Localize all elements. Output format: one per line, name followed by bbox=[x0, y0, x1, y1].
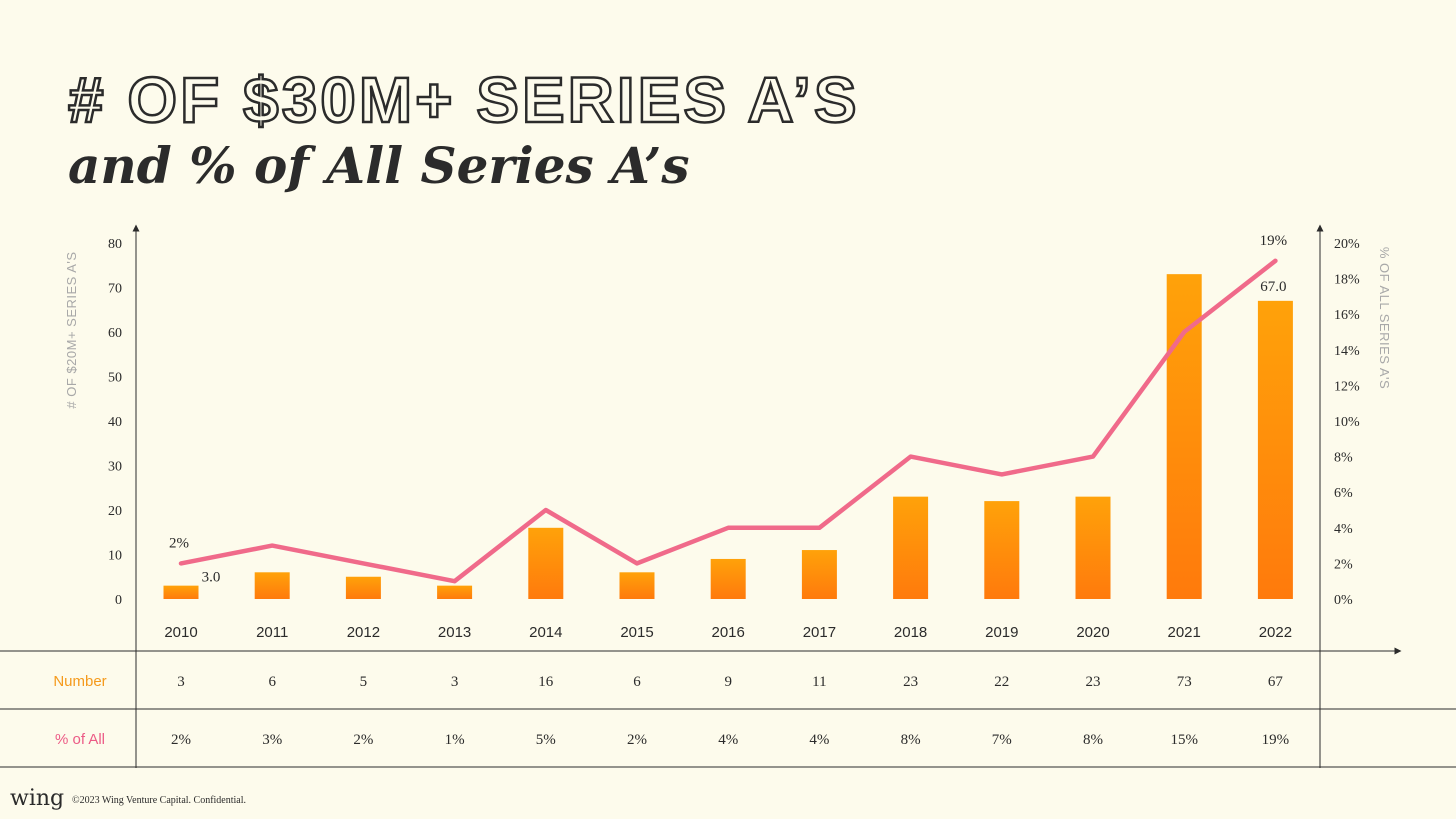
table-cell: 67 bbox=[1268, 674, 1284, 690]
chart-subtitle: and % of All Series A’s bbox=[68, 136, 690, 195]
y-axis-title-left: # OF $20M+ SERIES A'S bbox=[64, 251, 79, 408]
y-tick-label-right: 16% bbox=[1334, 308, 1360, 323]
table-cell: 5% bbox=[536, 732, 556, 748]
table-cell: 3 bbox=[451, 674, 459, 690]
y-tick-label-right: 20% bbox=[1334, 237, 1360, 252]
bar bbox=[163, 585, 199, 599]
table-cell: 6 bbox=[633, 674, 641, 690]
table-cell: 4% bbox=[809, 732, 829, 748]
x-tick-label: 2020 bbox=[1076, 624, 1109, 641]
bar bbox=[345, 576, 381, 599]
y-tick-label: 40 bbox=[108, 415, 122, 430]
table-cell: 23 bbox=[1086, 674, 1101, 690]
data-label: 67.0 bbox=[1260, 279, 1286, 295]
y-tick-label-right: 6% bbox=[1334, 486, 1353, 501]
bar bbox=[1166, 274, 1202, 599]
pct-line bbox=[178, 258, 1278, 584]
y-tick-label: 60 bbox=[108, 326, 122, 341]
y-tick-label-right: 8% bbox=[1334, 451, 1353, 466]
y-tick-label: 10 bbox=[108, 549, 122, 564]
table-cell: 22 bbox=[994, 674, 1009, 690]
bar bbox=[801, 550, 837, 599]
y-axis-title-right: % OF ALL SERIES A'S bbox=[1377, 247, 1392, 389]
x-tick-label: 2022 bbox=[1259, 624, 1292, 641]
bar bbox=[1257, 300, 1293, 599]
x-tick-label: 2011 bbox=[256, 624, 288, 641]
table-row-label: Number bbox=[53, 673, 106, 690]
y-tick-label: 20 bbox=[108, 504, 122, 519]
bar bbox=[619, 572, 655, 599]
table-cell: 23 bbox=[903, 674, 918, 690]
x-tick-label: 2014 bbox=[529, 624, 562, 641]
x-tick-label: 2021 bbox=[1168, 624, 1201, 641]
table-cell: 11 bbox=[812, 674, 826, 690]
table-cell: 8% bbox=[901, 732, 921, 748]
y-tick-label: 0 bbox=[115, 593, 122, 608]
x-tick-label: 2016 bbox=[712, 624, 745, 641]
x-tick-label: 2012 bbox=[347, 624, 380, 641]
table-cell: 6 bbox=[268, 674, 276, 690]
bar bbox=[437, 585, 473, 599]
table-cell: 2% bbox=[627, 732, 647, 748]
x-tick-label: 2013 bbox=[438, 624, 471, 641]
copyright-note: ©2023 Wing Venture Capital. Confidential… bbox=[72, 795, 247, 806]
bar bbox=[1075, 496, 1111, 599]
table-cell: 2% bbox=[171, 732, 191, 748]
bar bbox=[528, 527, 564, 599]
y-tick-label-right: 0% bbox=[1334, 593, 1353, 608]
y-tick-label-right: 10% bbox=[1334, 415, 1360, 430]
x-tick-label: 2017 bbox=[803, 624, 836, 641]
x-tick-label: 2010 bbox=[164, 624, 197, 641]
chart-title: # OF $30M+ SERIES A’S bbox=[67, 64, 860, 136]
table-cell: 3 bbox=[177, 674, 185, 690]
table-cell: 4% bbox=[718, 732, 738, 748]
wing-logo: wing bbox=[10, 786, 65, 811]
y-tick-label: 70 bbox=[108, 282, 122, 297]
table-cell: 1% bbox=[445, 732, 465, 748]
table-row-label: % of All bbox=[55, 731, 105, 748]
table-cell: 9 bbox=[724, 674, 732, 690]
table-cell: 3% bbox=[262, 732, 282, 748]
x-tick-label: 2019 bbox=[985, 624, 1018, 641]
x-tick-label: 2015 bbox=[620, 624, 653, 641]
data-label: 3.0 bbox=[202, 570, 221, 586]
table-cell: 8% bbox=[1083, 732, 1103, 748]
table-cell: 19% bbox=[1262, 732, 1290, 748]
y-tick-label-right: 18% bbox=[1334, 273, 1360, 288]
data-label: 2% bbox=[169, 535, 189, 551]
y-tick-label-right: 14% bbox=[1334, 344, 1360, 359]
x-tick-label: 2018 bbox=[894, 624, 927, 641]
y-tick-label-right: 2% bbox=[1334, 557, 1353, 572]
data-label: 19% bbox=[1260, 233, 1288, 249]
table-cell: 7% bbox=[992, 732, 1012, 748]
table-cell: 16 bbox=[538, 674, 554, 690]
y-tick-label-right: 4% bbox=[1334, 522, 1353, 537]
y-tick-label: 30 bbox=[108, 460, 122, 475]
table-cell: 5 bbox=[360, 674, 368, 690]
y-tick-label: 50 bbox=[108, 371, 122, 386]
bar bbox=[254, 572, 290, 599]
table-cell: 73 bbox=[1177, 674, 1192, 690]
bar bbox=[893, 496, 929, 599]
bar bbox=[984, 501, 1020, 599]
table-cell: 2% bbox=[353, 732, 373, 748]
bar bbox=[710, 558, 746, 599]
y-tick-label: 80 bbox=[108, 237, 122, 252]
table-cell: 15% bbox=[1170, 732, 1198, 748]
y-tick-label-right: 12% bbox=[1334, 379, 1360, 394]
